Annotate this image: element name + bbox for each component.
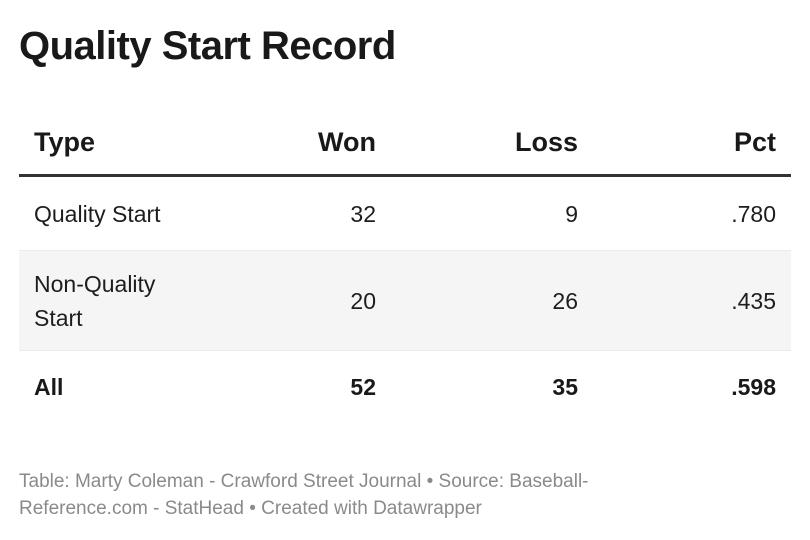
cell-loss: 35 <box>552 374 578 400</box>
cell-won: 32 <box>199 175 391 251</box>
column-header-type: Type <box>19 127 199 177</box>
attribution-line-2: Reference.com - StatHead • Created with … <box>19 498 482 519</box>
cell-pct: .598 <box>731 374 776 400</box>
cell-loss: 26 <box>391 250 593 351</box>
attribution-footer: Table: Marty Coleman - Crawford Street J… <box>19 468 790 522</box>
column-header-pct: Pct <box>593 127 791 177</box>
cell-pct: .435 <box>593 250 791 351</box>
cell-type: Quality Start <box>19 175 199 251</box>
attribution-line-1: Table: Marty Coleman - Crawford Street J… <box>19 471 589 492</box>
cell-type: Non-Quality Start <box>19 250 199 351</box>
cell-won: 52 <box>350 374 376 400</box>
cell-loss: 9 <box>391 175 593 251</box>
page-title: Quality Start Record <box>19 24 396 68</box>
cell-type: All <box>34 374 64 400</box>
table-row-totals: All 52 35 .598 <box>19 351 791 424</box>
quality-start-table: Type Won Loss Pct Quality Start 32 9 .78… <box>19 127 791 423</box>
table-row: Non-Quality Start 20 26 .435 <box>19 250 791 351</box>
column-header-won: Won <box>199 127 391 177</box>
table-header-row: Type Won Loss Pct <box>19 127 791 177</box>
column-header-loss: Loss <box>391 127 593 177</box>
cell-pct: .780 <box>593 175 791 251</box>
cell-won: 20 <box>199 250 391 351</box>
table-row: Quality Start 32 9 .780 <box>19 175 791 251</box>
